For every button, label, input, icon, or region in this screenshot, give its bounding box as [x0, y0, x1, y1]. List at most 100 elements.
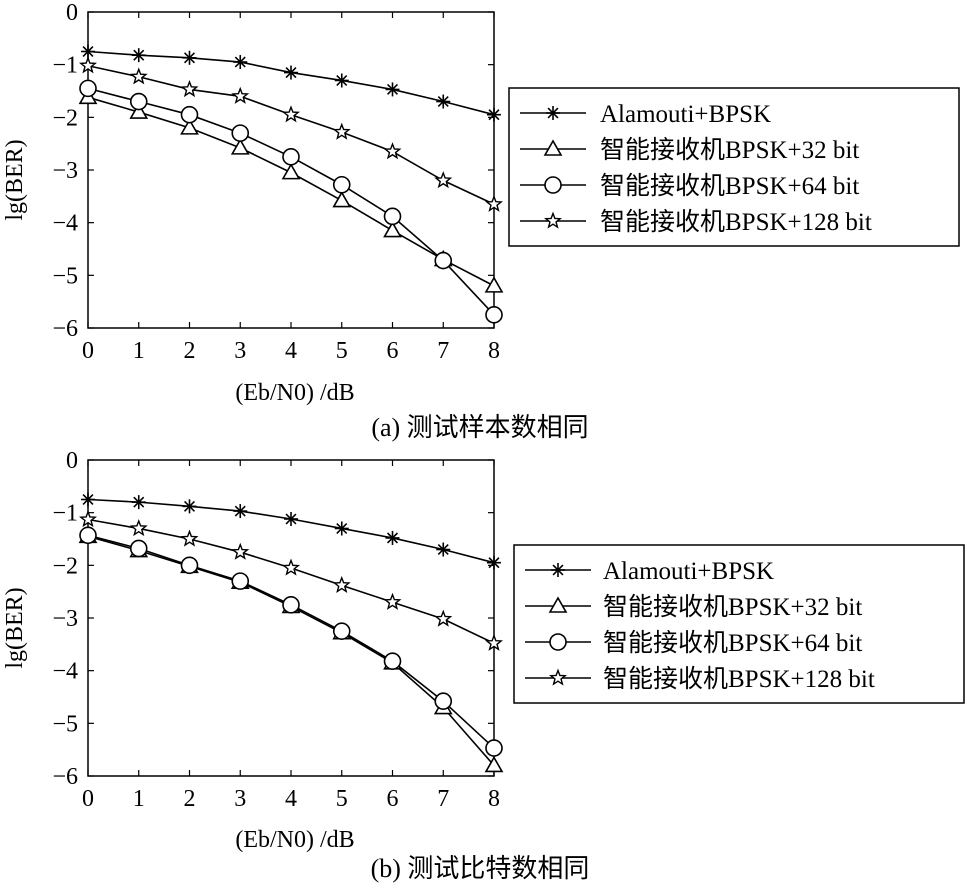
y-tick-label: 0	[66, 448, 78, 474]
y-tick-label: −2	[52, 105, 78, 131]
legend-marker-circle	[544, 176, 562, 194]
asterisk-stroke	[386, 532, 399, 544]
data-point-asterisk	[81, 44, 95, 59]
y-tick-label: −6	[52, 764, 78, 790]
y-tick-label: −1	[52, 501, 78, 527]
asterisk-stroke	[437, 544, 449, 556]
data-point-circle	[231, 124, 250, 142]
data-point-circle	[180, 556, 199, 575]
asterisk-stroke	[285, 513, 297, 525]
asterisk-stroke	[488, 109, 500, 121]
data-point-star	[282, 105, 300, 123]
data-point-circle	[79, 79, 97, 98]
data-point-circle	[129, 539, 148, 558]
data-point-triangle	[383, 220, 402, 238]
data-point-asterisk	[487, 107, 501, 122]
legend-marker-triangle	[548, 596, 568, 613]
x-tick-label: 0	[82, 786, 94, 812]
legend-entry: 智能接收机BPSK+32 bit	[525, 593, 862, 621]
asterisk-stroke	[336, 74, 348, 86]
y-tick-label: 0	[66, 0, 78, 26]
series-circle	[79, 79, 503, 324]
x-tick-label: 4	[285, 338, 297, 364]
data-point-asterisk	[487, 555, 501, 570]
x-tick-label: 3	[234, 786, 246, 812]
legend-label: 智能接收机BPSK+128 bit	[600, 208, 872, 236]
data-point-star	[485, 633, 503, 651]
data-point-circle	[434, 251, 453, 270]
data-point-asterisk	[436, 542, 451, 557]
legend-label: 智能接收机BPSK+32 bit	[600, 136, 859, 164]
data-point-star	[129, 519, 148, 537]
legend-marker-star	[549, 668, 567, 686]
legend-marker-circle	[549, 633, 567, 651]
asterisk-stroke	[82, 45, 94, 58]
data-point-triangle	[180, 118, 199, 135]
data-point-star	[332, 575, 351, 593]
x-tick-label: 1	[133, 786, 145, 812]
x-tick-label: 4	[285, 786, 297, 812]
series-asterisk	[81, 44, 501, 122]
data-point-circle	[129, 92, 148, 111]
data-point-asterisk	[233, 504, 248, 519]
data-point-star	[485, 194, 503, 212]
legend-box	[513, 544, 965, 704]
data-point-circle	[485, 306, 503, 324]
plot-frame	[87, 459, 495, 777]
x-tick-label: 1	[133, 338, 145, 364]
data-point-asterisk	[81, 492, 95, 507]
asterisk-stroke	[386, 83, 399, 95]
data-point-asterisk	[385, 82, 400, 97]
asterisk-stroke	[552, 564, 564, 576]
data-point-star	[383, 142, 402, 160]
asterisk-stroke	[547, 107, 559, 119]
data-point-asterisk	[131, 495, 146, 510]
x-tick-label: 8	[488, 338, 500, 364]
legend-box	[508, 87, 960, 247]
x-tick-label: 6	[387, 786, 399, 812]
legend: Alamouti+BPSK 智能接收机BPSK+32 bit 智能接收机BPSK+6…	[508, 87, 960, 247]
series-line	[87, 96, 495, 287]
data-point-star	[79, 56, 97, 74]
data-point-triangle	[484, 276, 504, 293]
data-point-asterisk	[182, 499, 197, 514]
x-tick-label: 5	[336, 786, 348, 812]
data-point-circle	[282, 596, 300, 614]
x-tick-label: 2	[184, 786, 196, 812]
legend-entry: 智能接收机BPSK+64 bit	[520, 172, 859, 200]
y-tick-label: −4	[52, 211, 78, 237]
asterisk-stroke	[133, 49, 145, 61]
legend-marker-asterisk	[546, 106, 560, 120]
series-line	[87, 50, 495, 116]
asterisk-stroke	[183, 52, 196, 64]
legend-entry: Alamouti+BPSK	[525, 558, 774, 585]
asterisk-stroke	[183, 500, 196, 512]
asterisk-stroke	[82, 493, 94, 506]
data-point-star	[383, 592, 402, 610]
x-tick-label: 8	[488, 786, 500, 812]
y-tick-label: −6	[52, 316, 78, 342]
legend-label: Alamouti+BPSK	[603, 558, 774, 585]
asterisk-stroke	[336, 522, 348, 534]
asterisk-stroke	[437, 96, 449, 108]
data-point-star	[434, 609, 453, 627]
x-axis-label: (Eb/N0) /dB	[235, 380, 354, 406]
data-point-circle	[332, 622, 351, 640]
y-tick-label: −3	[52, 158, 78, 184]
data-point-circle	[231, 572, 250, 590]
legend-label: Alamouti+BPSK	[600, 101, 771, 128]
x-axis-label: (Eb/N0) /dB	[235, 827, 354, 853]
legend: Alamouti+BPSK 智能接收机BPSK+32 bit 智能接收机BPSK+6…	[513, 544, 965, 704]
series-triangle	[78, 87, 504, 293]
data-point-circle	[180, 105, 199, 124]
legend-entry: 智能接收机BPSK+128 bit	[520, 208, 872, 236]
series-line	[87, 87, 495, 316]
legend-marker-triangle	[543, 139, 563, 156]
legend-entry: 智能接收机BPSK+64 bit	[525, 629, 862, 657]
data-point-circle	[383, 652, 402, 670]
series-circle	[79, 526, 503, 757]
data-point-star	[434, 171, 453, 189]
chart-panel-b: 0 1 2 3 4 5 6 7 8 0 −1 −2 −3 −4 −5 −6 (Eb/N0) /dB lg(BER)…	[2, 448, 965, 883]
y-tick-label: −5	[52, 711, 78, 737]
